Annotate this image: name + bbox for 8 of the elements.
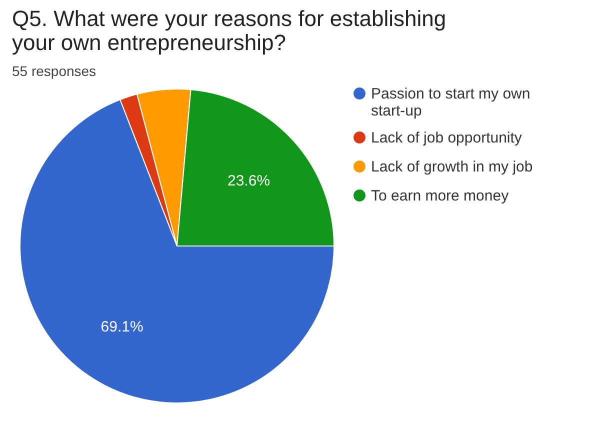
chart-title: Q5. What were your reasons for establishing your own entrepreneurship? bbox=[12, 6, 446, 55]
legend-label: Lack of growth in my job bbox=[371, 158, 533, 176]
data-label: 69.1% bbox=[100, 318, 144, 336]
legend-label: Lack of job opportunity bbox=[371, 130, 522, 146]
data-label: 23.6% bbox=[228, 172, 270, 190]
legend-label: To earn more money bbox=[371, 188, 510, 204]
chart-subtitle: 55 responses bbox=[12, 63, 96, 79]
legend-label: Passion to start my own start-up bbox=[371, 86, 530, 120]
